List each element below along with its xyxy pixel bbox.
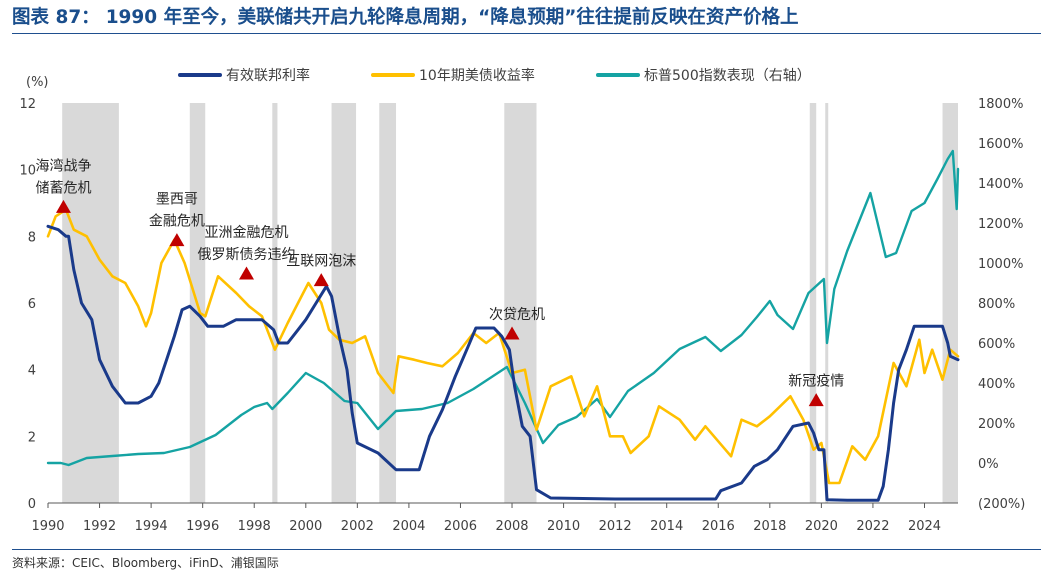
event-label-3: 互联网泡沫 [286,254,356,270]
x-tick-label: 2006 [444,519,477,534]
x-tick-label: 2010 [547,519,580,534]
event-marker-1 [169,233,185,247]
event-marker-5 [808,393,824,407]
right-tick-label: 600% [978,337,1015,352]
x-tick-label: 2004 [392,519,425,534]
event-marker-2 [238,266,254,280]
left-tick-label: 6 [28,297,36,312]
rate-cut-chart: 0 2 4 6 8 10 12 (%) (200%) 0% 200% 400% 600% 800% 1000… [19,67,1025,534]
event-label-2: 亚洲金融危机 [204,225,288,241]
event-label-1: 墨西哥 [156,192,198,208]
right-tick-label: 800% [978,297,1015,312]
x-tick-label: 2024 [908,519,941,534]
footer-divider [12,549,1041,550]
x-tick-label: 2000 [289,519,322,534]
right-tick-label: 200% [978,417,1015,432]
right-tick-label: 1000% [978,257,1023,272]
right-tick-label: 400% [978,377,1015,392]
right-tick-label: 1200% [978,217,1023,232]
event-marker-0 [55,199,71,213]
event-label-5: 新冠疫情 [788,374,844,390]
event-label-0: 海湾战争 [35,157,91,174]
series-line-spx [46,149,960,467]
left-tick-label: 8 [28,230,36,245]
x-tick-label: 2012 [599,519,632,534]
x-tick-label: 1998 [238,519,271,534]
event-label-4: 次贷危机 [489,307,545,323]
event-label-1: 金融危机 [149,214,205,230]
x-tick-label: 2022 [856,519,889,534]
x-tick-label: 2008 [495,519,528,534]
x-tick-label: 1990 [31,519,64,534]
event-marker-4 [504,326,520,340]
x-tick-label: 2020 [805,519,838,534]
series-line-ust10y [46,208,960,485]
legend-label-fed: 有效联邦利率 [226,67,310,84]
x-tick-label: 2014 [650,519,683,534]
legend-label-spx: 标普500指数表现（右轴） [644,68,811,84]
title-divider [12,33,1041,34]
figure-title-text: 1990 年至今，美联储共开启九轮降息周期，“降息预期”往往提前反映在资产价格上 [105,7,799,28]
left-axis-unit: (%) [26,75,49,90]
rate-cut-shade-2 [272,103,278,503]
figure-title: 图表 87： 1990 年至今，美联储共开启九轮降息周期，“降息预期”往往提前反映… [12,4,798,32]
left-tick-label: 2 [28,430,36,445]
rate-cut-shade-4 [379,103,397,503]
rate-cut-shade-3 [331,103,357,503]
right-tick-label: 1400% [978,177,1023,192]
event-marker-3 [313,273,329,287]
left-tick-label: 4 [28,364,36,379]
series-line-fed [46,224,960,502]
x-tick-label: 2016 [702,519,735,534]
left-tick-label: 0 [28,497,36,512]
x-tick-label: 1992 [83,519,116,534]
figure-number: 图表 87： [12,7,100,28]
event-label-0: 储蓄危机 [35,180,91,196]
x-tick-label: 1994 [135,519,168,534]
right-tick-label: 0% [978,457,999,472]
legend-label-ust10y: 10年期美债收益率 [419,67,535,84]
x-tick-label: 2018 [753,519,786,534]
source-note: 资料来源：CEIC、Bloomberg、iFinD、浦银国际 [12,556,279,570]
event-label-2: 俄罗斯债务违约 [197,247,295,263]
rate-cut-shade-6 [809,103,817,503]
right-tick-label: 1600% [978,137,1023,152]
rate-cut-shade-7 [825,103,829,503]
left-tick-label: 10 [19,164,36,179]
right-tick-label: (200%) [978,497,1025,512]
right-tick-label: 1800% [978,97,1023,112]
left-tick-label: 12 [19,97,36,112]
x-tick-label: 2002 [341,519,374,534]
rate-cut-shade-0 [62,103,119,503]
rate-cut-shade-8 [942,103,958,503]
x-tick-label: 1996 [186,519,219,534]
